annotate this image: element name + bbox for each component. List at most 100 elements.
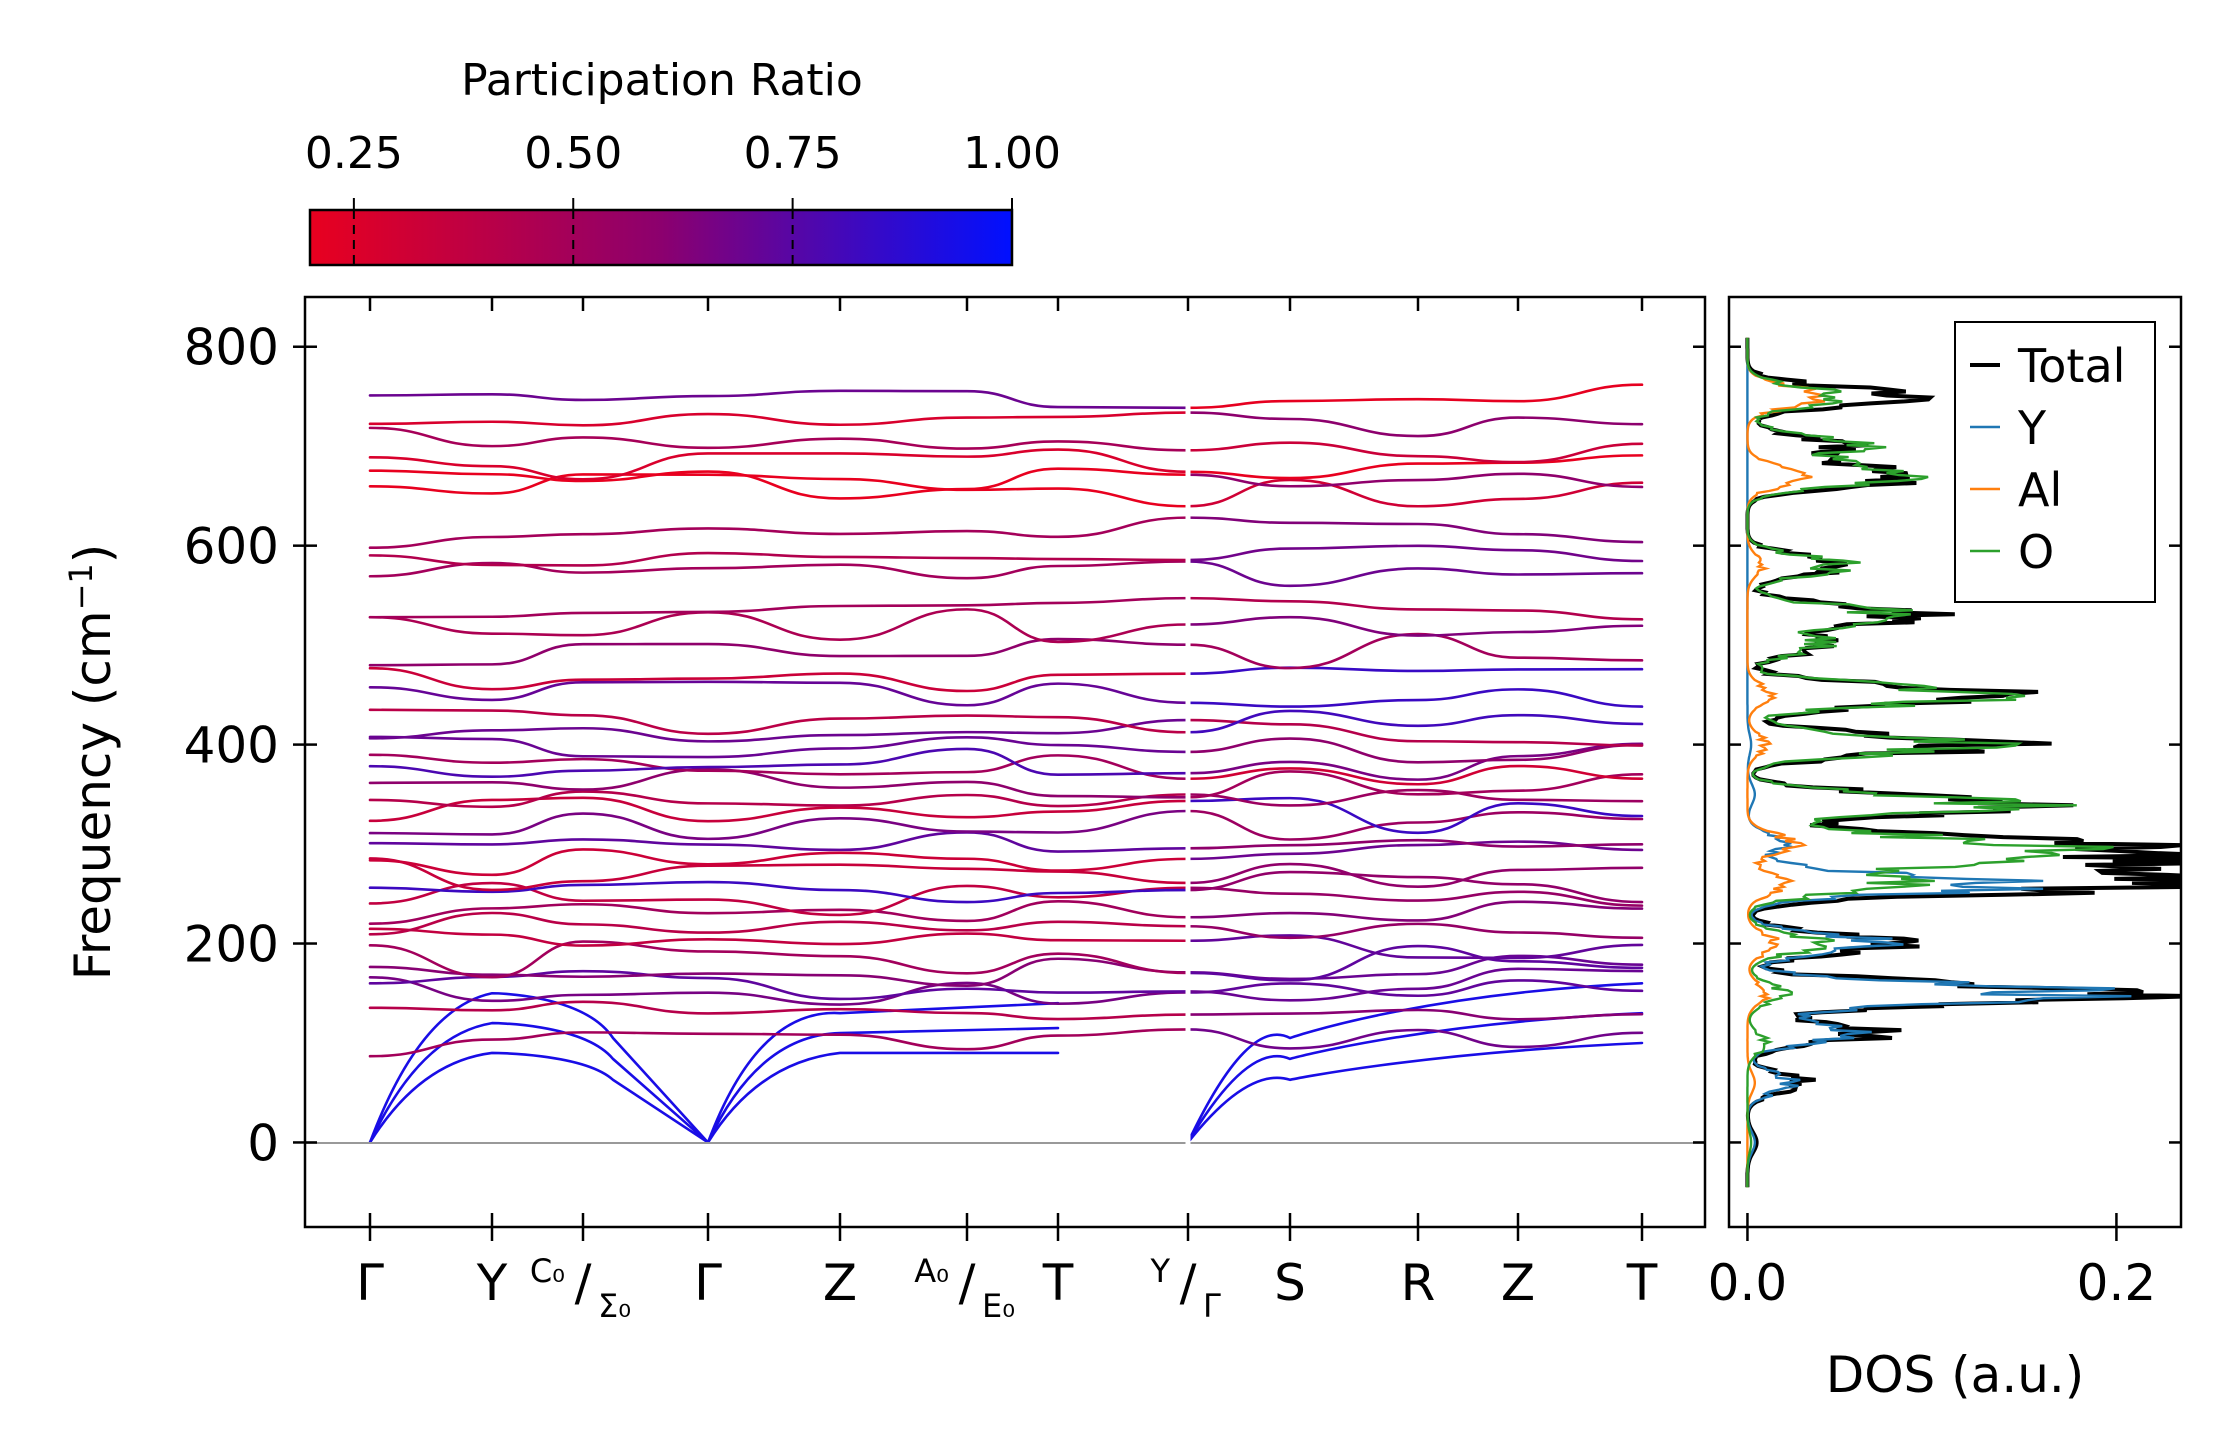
- optical-branch: [1186, 954, 1644, 981]
- acoustic-branch: [1186, 1041, 1644, 1144]
- optical-branch: [368, 940, 1190, 979]
- optical-branch: [1186, 1008, 1644, 1021]
- optical-branch: [1186, 1028, 1644, 1050]
- optical-branch: [1186, 809, 1644, 841]
- legend-label: O: [2018, 525, 2054, 579]
- optical-branch: [1186, 596, 1644, 621]
- dos-panel: 0.0 0.2 DOS (a.u.) Total Y Al O: [1708, 295, 2183, 1404]
- acoustic-branch: [1186, 982, 1644, 1144]
- optical-branch: [1186, 454, 1644, 480]
- y-axis-label-exponent: −1: [62, 563, 100, 610]
- optical-branch: [1186, 544, 1644, 563]
- y-tick-label: 0: [247, 1114, 279, 1172]
- optical-branch: [1186, 922, 1644, 940]
- optical-branch: [1186, 737, 1644, 764]
- optical-branch: [368, 753, 1190, 781]
- optical-branch: [1186, 862, 1644, 888]
- optical-branch: [368, 516, 1190, 550]
- optical-branch: [1186, 478, 1644, 508]
- y-axis-label-main: Frequency (cm: [64, 610, 122, 980]
- colorbar: Participation Ratio 0.25 0.50 0.75 1.00: [305, 55, 1061, 267]
- optical-branch: [1186, 441, 1644, 464]
- x-tick-label-numerator: A₀: [914, 1252, 949, 1290]
- dos-legend: Total Y Al O: [1954, 321, 2156, 603]
- optical-branch: [368, 411, 1190, 427]
- optical-branch: [368, 796, 1190, 823]
- optical-branch: [368, 790, 1190, 809]
- x-tick-label-denominator: Γ: [1203, 1287, 1221, 1325]
- x-tick-label-denominator: E₀: [982, 1287, 1015, 1325]
- optical-branch: [1186, 718, 1644, 747]
- x-tick-label: T: [1042, 1254, 1074, 1312]
- x-tick-label: T: [1626, 1254, 1658, 1312]
- optical-branch: [1186, 516, 1644, 544]
- optical-branch: [368, 768, 1190, 799]
- x-tick-label: Γ: [694, 1254, 722, 1312]
- optical-branch: [368, 426, 1190, 452]
- colorbar-tick-label: 0.25: [305, 128, 403, 179]
- acoustic-branch: [706, 1001, 1060, 1144]
- optical-branch: [368, 809, 1190, 841]
- optical-branch: [368, 747, 1190, 779]
- optical-branch: [368, 1028, 1190, 1058]
- optical-branch: [368, 899, 1190, 925]
- dos-x-axis-label: DOS (a.u.): [1826, 1346, 2085, 1404]
- optical-branch: [1186, 472, 1644, 489]
- optical-branch: [1186, 979, 1644, 998]
- x-tick-label-slash: /: [575, 1254, 592, 1312]
- optical-branch: [1186, 742, 1644, 781]
- optical-branch: [1186, 615, 1644, 637]
- optical-branch: [1186, 944, 1644, 982]
- optical-branch: [368, 608, 1190, 644]
- x-tick-label-slash: /: [1180, 1254, 1197, 1312]
- optical-branch: [1186, 788, 1644, 807]
- dos-series-o: [1746, 337, 2114, 1188]
- optical-branch: [368, 880, 1190, 904]
- optical-branch: [1186, 411, 1644, 438]
- y-tick-label: 800: [184, 319, 279, 377]
- dos-x-tick-label: 0.0: [1708, 1254, 1788, 1312]
- optical-branch: [368, 1000, 1190, 1021]
- acoustic-branch: [368, 1051, 710, 1144]
- optical-branch: [368, 560, 1190, 580]
- optical-branch: [1186, 709, 1644, 734]
- optical-branch: [1186, 967, 1644, 1002]
- optical-branch: [368, 666, 1190, 693]
- x-tick-label-slash: /: [959, 1254, 976, 1312]
- optical-branch: [368, 448, 1190, 481]
- x-tick-label: Z: [823, 1254, 857, 1312]
- optical-branch: [368, 881, 1190, 917]
- colorbar-tick-label: 0.75: [744, 128, 842, 179]
- optical-branch: [368, 927, 1190, 947]
- legend-label: Al: [2018, 463, 2062, 517]
- optical-branch: [1186, 886, 1644, 907]
- x-tick-label-numerator: C₀: [530, 1252, 565, 1290]
- dos-x-tick-label: 0.2: [2077, 1254, 2157, 1312]
- acoustic-branch: [706, 1051, 1060, 1144]
- dos-series-y: [1746, 337, 2132, 1188]
- optical-branch: [368, 551, 1190, 567]
- band-frame: [303, 295, 1707, 1229]
- optical-branch: [1186, 666, 1644, 675]
- acoustic-branch: [368, 1021, 710, 1144]
- dos-series-al: [1746, 337, 1826, 1188]
- acoustic-branch: [368, 991, 710, 1144]
- optical-branch: [1186, 838, 1644, 850]
- optical-branch: [1186, 560, 1644, 588]
- y-tick-label: 200: [184, 916, 279, 974]
- colorbar-title: Participation Ratio: [461, 55, 863, 106]
- y-axis-label: Frequency (cm−1): [62, 544, 122, 981]
- dos-frame: [1727, 295, 2183, 1229]
- optical-branch: [1186, 770, 1644, 799]
- optical-branch: [1186, 383, 1644, 410]
- x-tick-label-denominator: Σ₀: [598, 1287, 631, 1325]
- acoustic-branch: [1186, 1011, 1644, 1144]
- optical-branch: [1186, 796, 1644, 835]
- x-tick-label: Γ: [356, 1254, 384, 1312]
- optical-branch: [1186, 632, 1644, 670]
- optical-branch: [368, 848, 1190, 877]
- optical-branch: [1186, 764, 1644, 786]
- optical-branch: [368, 735, 1190, 759]
- optical-branch: [368, 957, 1190, 988]
